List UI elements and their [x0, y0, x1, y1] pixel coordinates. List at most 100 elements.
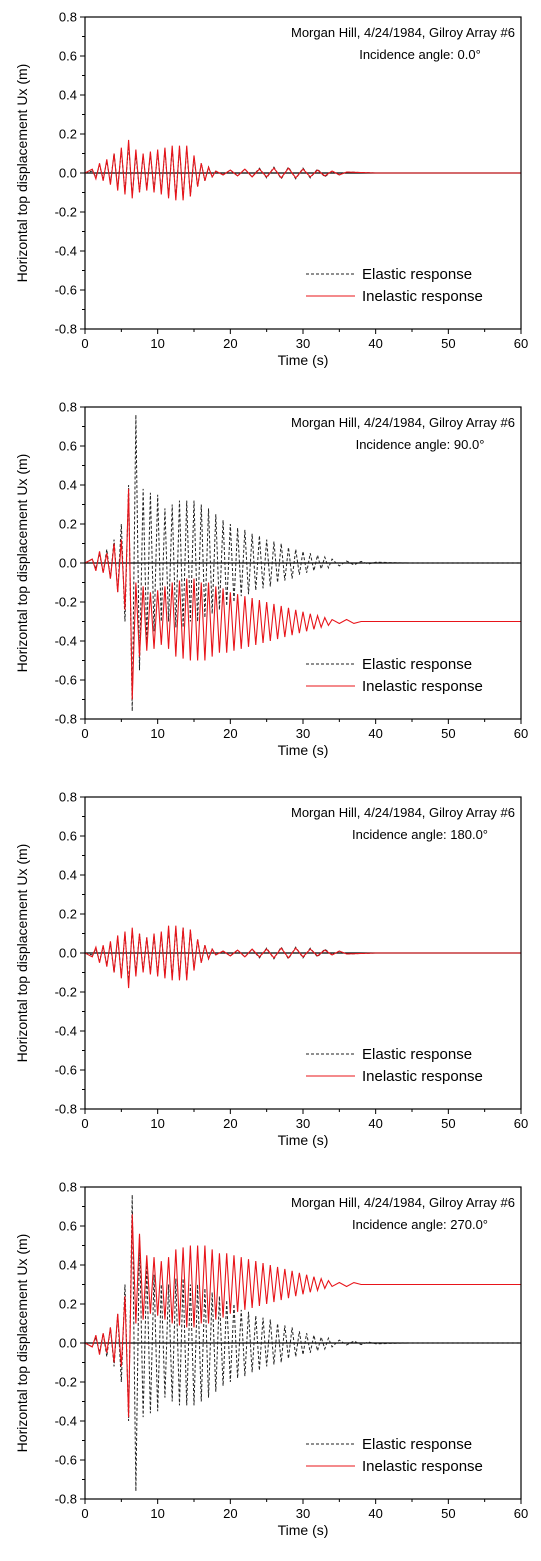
incidence-angle-annotation: Incidence angle: 90.0° [356, 437, 485, 452]
legend-label: Inelastic response [362, 1458, 483, 1475]
y-tick-label: -0.8 [55, 1492, 77, 1507]
y-tick-label: 0.4 [59, 88, 77, 103]
y-tick-label: 0.6 [59, 829, 77, 844]
event-annotation: Morgan Hill, 4/24/1984, Gilroy Array #6 [291, 805, 515, 820]
elastic-response-line [85, 1194, 521, 1492]
x-tick-label: 0 [81, 726, 88, 741]
y-tick-label: 0.6 [59, 1219, 77, 1234]
y-tick-label: 0.8 [59, 10, 77, 25]
legend-label: Elastic response [362, 266, 472, 283]
x-tick-label: 40 [368, 1116, 382, 1131]
x-axis-label: Time (s) [278, 352, 329, 368]
y-tick-label: 0.2 [59, 907, 77, 922]
x-tick-label: 30 [296, 336, 310, 351]
y-tick-label: 0.4 [59, 478, 77, 493]
x-tick-label: 30 [296, 726, 310, 741]
y-tick-label: -0.2 [55, 985, 77, 1000]
chart-panel: -0.8 -0.6 -0.4 -0.2 0.0 0.2 0.4 0.6 0.8 0 10 20 30 40… [14, 1180, 528, 1539]
x-tick-label: 10 [150, 1116, 164, 1131]
event-annotation: Morgan Hill, 4/24/1984, Gilroy Array #6 [291, 1195, 515, 1210]
legend: Elastic response Inelastic response [306, 1436, 483, 1475]
x-tick-label: 20 [223, 336, 237, 351]
x-tick-label: 60 [514, 1506, 528, 1521]
chart-panel: -0.8 -0.6 -0.4 -0.2 0.0 0.2 0.4 0.6 0.8 0 10 20 30 40… [14, 790, 528, 1149]
y-tick-label: -0.4 [55, 1024, 77, 1039]
y-tick-label: 0.0 [59, 946, 77, 961]
x-tick-label: 40 [368, 1506, 382, 1521]
x-tick-label: 40 [368, 726, 382, 741]
y-tick-label: 0.8 [59, 790, 77, 805]
y-tick-label: 0.2 [59, 127, 77, 142]
legend: Elastic response Inelastic response [306, 656, 483, 695]
x-tick-label: 60 [514, 726, 528, 741]
x-tick-label: 50 [441, 336, 455, 351]
elastic-response-line [85, 414, 521, 712]
y-axis-label: Horizontal top displacement Ux (m) [14, 844, 30, 1063]
event-annotation: Morgan Hill, 4/24/1984, Gilroy Array #6 [291, 25, 515, 40]
y-tick-label: 0.8 [59, 1180, 77, 1195]
y-tick-label: 0.8 [59, 400, 77, 415]
legend-label: Inelastic response [362, 678, 483, 695]
x-axis-label: Time (s) [278, 742, 329, 758]
x-tick-label: 0 [81, 1116, 88, 1131]
y-tick-label: 0.0 [59, 166, 77, 181]
y-tick-label: 0.2 [59, 1297, 77, 1312]
x-tick-label: 60 [514, 1116, 528, 1131]
y-tick-label: -0.8 [55, 322, 77, 337]
y-tick-label: -0.4 [55, 634, 77, 649]
x-tick-label: 50 [441, 1116, 455, 1131]
x-axis-label: Time (s) [278, 1522, 329, 1538]
x-axis-label: Time (s) [278, 1132, 329, 1148]
incidence-angle-annotation: Incidence angle: 0.0° [359, 47, 481, 62]
x-tick-label: 50 [441, 726, 455, 741]
y-tick-label: -0.4 [55, 244, 77, 259]
legend: Elastic response Inelastic response [306, 1046, 483, 1085]
x-tick-label: 60 [514, 336, 528, 351]
y-tick-label: 0.4 [59, 1258, 77, 1273]
y-tick-label: 0.6 [59, 49, 77, 64]
y-tick-label: 0.6 [59, 439, 77, 454]
x-tick-label: 10 [150, 336, 164, 351]
inelastic-response-line [85, 488, 521, 700]
event-annotation: Morgan Hill, 4/24/1984, Gilroy Array #6 [291, 415, 515, 430]
x-tick-label: 30 [296, 1116, 310, 1131]
y-axis-label: Horizontal top displacement Ux (m) [14, 454, 30, 673]
x-tick-label: 10 [150, 1506, 164, 1521]
y-tick-label: -0.6 [55, 1063, 77, 1078]
inelastic-response-line [85, 1214, 521, 1418]
legend: Elastic response Inelastic response [306, 266, 483, 305]
x-tick-label: 10 [150, 726, 164, 741]
y-tick-label: 0.4 [59, 868, 77, 883]
y-tick-label: -0.2 [55, 1375, 77, 1390]
y-axis-label: Horizontal top displacement Ux (m) [14, 1234, 30, 1453]
x-tick-label: 50 [441, 1506, 455, 1521]
x-tick-label: 30 [296, 1506, 310, 1521]
inelastic-response-line [85, 925, 521, 989]
x-tick-label: 20 [223, 1116, 237, 1131]
x-tick-label: 20 [223, 1506, 237, 1521]
legend-label: Elastic response [362, 656, 472, 673]
incidence-angle-annotation: Incidence angle: 270.0° [352, 1217, 488, 1232]
legend-label: Inelastic response [362, 1068, 483, 1085]
legend-label: Inelastic response [362, 288, 483, 305]
legend-label: Elastic response [362, 1046, 472, 1063]
y-tick-label: -0.8 [55, 712, 77, 727]
y-tick-label: -0.6 [55, 673, 77, 688]
chart-panel: -0.8 -0.6 -0.4 -0.2 0.0 0.2 0.4 0.6 0.8 0 10 20 30 40… [14, 10, 528, 369]
x-tick-label: 40 [368, 336, 382, 351]
y-tick-label: -0.6 [55, 283, 77, 298]
chart-panel: -0.8 -0.6 -0.4 -0.2 0.0 0.2 0.4 0.6 0.8 0 10 20 30 40… [14, 400, 528, 759]
legend-label: Elastic response [362, 1436, 472, 1453]
y-tick-label: -0.8 [55, 1102, 77, 1117]
y-tick-label: -0.2 [55, 205, 77, 220]
incidence-angle-annotation: Incidence angle: 180.0° [352, 827, 488, 842]
y-tick-label: 0.0 [59, 556, 77, 571]
x-tick-label: 0 [81, 336, 88, 351]
x-tick-label: 20 [223, 726, 237, 741]
y-tick-label: -0.4 [55, 1414, 77, 1429]
y-tick-label: 0.2 [59, 517, 77, 532]
y-tick-label: -0.6 [55, 1453, 77, 1468]
y-tick-label: -0.2 [55, 595, 77, 610]
x-tick-label: 0 [81, 1506, 88, 1521]
